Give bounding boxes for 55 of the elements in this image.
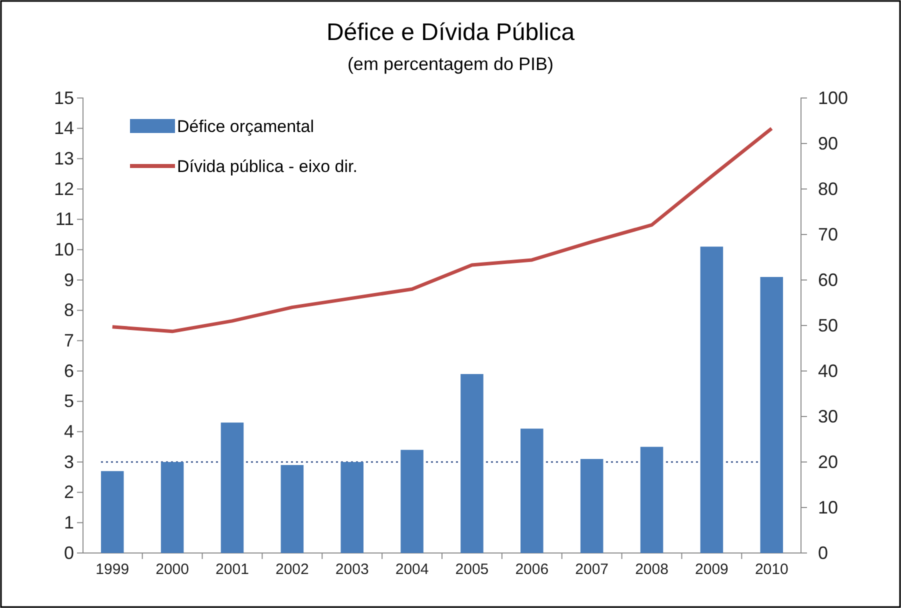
bar [220, 422, 244, 553]
y-tick-label: 7 [64, 330, 74, 350]
legend-label: Dívida pública - eixo dir. [177, 157, 358, 176]
y-tick-label: 15 [54, 88, 74, 108]
bar [640, 446, 664, 553]
y2-tick-label: 90 [818, 133, 838, 154]
x-tick-label: 2003 [335, 561, 369, 578]
x-tick-label: 2007 [575, 561, 609, 578]
y2-tick-label: 30 [818, 406, 838, 426]
y-tick-label: 3 [64, 452, 74, 472]
y-tick-label: 12 [54, 178, 74, 199]
bar [580, 458, 604, 553]
x-tick-label: 2005 [455, 561, 489, 578]
y2-tick-label: 50 [818, 315, 838, 336]
x-tick-label: 2008 [635, 561, 668, 578]
y-tick-label: 1 [64, 512, 74, 532]
chart-title: Défice e Dívida Pública [326, 19, 576, 46]
x-tick-label: 2009 [695, 561, 728, 578]
bar [160, 462, 184, 553]
bar [400, 450, 424, 553]
y2-tick-label: 100 [818, 88, 848, 108]
bar [460, 374, 484, 553]
bar [340, 462, 364, 553]
y-tick-label: 9 [64, 270, 74, 290]
y2-tick-label: 80 [818, 178, 838, 199]
y-tick-label: 14 [54, 118, 74, 138]
y2-tick-label: 60 [818, 270, 838, 290]
bar [520, 428, 544, 553]
x-tick-label: 2004 [395, 561, 429, 578]
y-tick-label: 6 [64, 360, 74, 381]
chart-subtitle: (em percentagem do PIB) [347, 54, 554, 74]
x-tick-label: 2006 [515, 561, 549, 578]
y2-tick-label: 70 [818, 224, 838, 244]
y-tick-label: 11 [55, 209, 74, 230]
x-tick-label: 2001 [216, 561, 249, 578]
y2-tick-label: 10 [818, 497, 838, 518]
y-tick-label: 13 [54, 148, 74, 168]
bar [700, 246, 724, 553]
legend-label: Défice orçamental [177, 117, 314, 136]
x-tick-label: 2000 [156, 561, 189, 578]
bar [100, 471, 124, 553]
y-tick-label: 2 [64, 482, 74, 502]
y-tick-label: 0 [64, 542, 74, 563]
x-tick-label: 2002 [275, 561, 309, 578]
bar [280, 465, 304, 553]
bar [760, 276, 784, 553]
y-tick-label: 10 [54, 239, 74, 260]
y2-tick-label: 40 [818, 360, 838, 381]
y-tick-label: 4 [64, 421, 74, 442]
y-tick-label: 5 [64, 391, 74, 412]
x-tick-label: 2010 [754, 561, 788, 578]
y-tick-label: 8 [64, 300, 74, 320]
x-tick-label: 1999 [96, 561, 130, 578]
y2-tick-label: 0 [818, 542, 828, 563]
y2-tick-label: 20 [818, 452, 838, 472]
